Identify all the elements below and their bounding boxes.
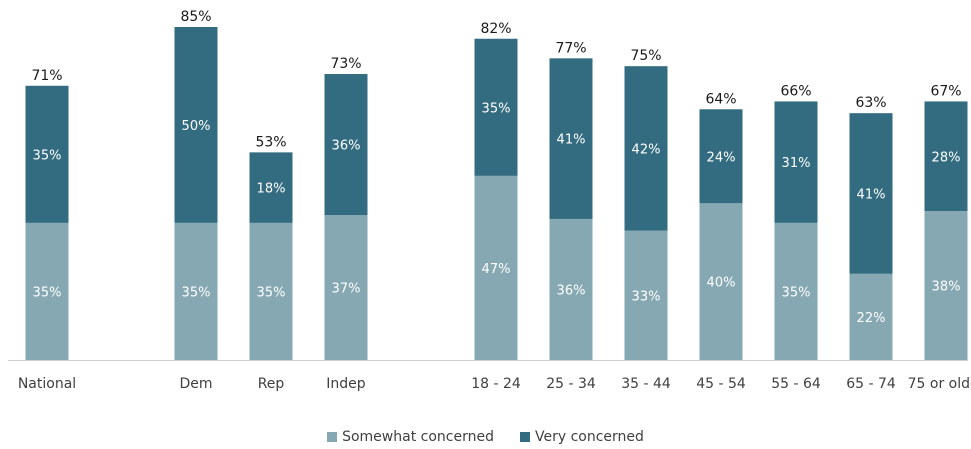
category-label: National bbox=[18, 376, 76, 392]
legend-swatch-very bbox=[519, 432, 530, 442]
bar-very bbox=[174, 27, 218, 223]
category-label: 75 or older bbox=[908, 376, 971, 392]
bar-somewhat bbox=[174, 222, 218, 360]
data-label-somewhat: 35% bbox=[782, 285, 811, 300]
total-label: 73% bbox=[330, 56, 361, 72]
bar-very bbox=[699, 109, 743, 204]
bar-somewhat bbox=[774, 222, 818, 360]
total-label: 77% bbox=[555, 40, 586, 56]
data-label-somewhat: 35% bbox=[33, 285, 62, 300]
category-label: 25 - 34 bbox=[546, 376, 596, 392]
bar-very bbox=[774, 101, 818, 223]
data-label-very: 35% bbox=[482, 101, 511, 116]
category-label: 18 - 24 bbox=[471, 376, 521, 392]
data-label-very: 28% bbox=[932, 150, 961, 165]
bar-somewhat bbox=[474, 175, 518, 360]
total-label: 85% bbox=[180, 9, 211, 25]
legend: Somewhat concerned Very concerned bbox=[0, 426, 971, 448]
category-label: Rep bbox=[258, 376, 285, 392]
data-label-somewhat: 47% bbox=[482, 262, 511, 277]
data-label-somewhat: 40% bbox=[707, 276, 736, 291]
category-label: 65 - 74 bbox=[846, 376, 896, 392]
data-label-very: 18% bbox=[257, 182, 286, 197]
bar-somewhat bbox=[549, 218, 593, 360]
total-label: 75% bbox=[630, 48, 661, 64]
data-label-somewhat: 36% bbox=[557, 283, 586, 298]
category-label: 45 - 54 bbox=[696, 376, 746, 392]
data-label-very: 31% bbox=[782, 156, 811, 171]
bar-very bbox=[549, 58, 593, 219]
total-label: 82% bbox=[480, 21, 511, 37]
legend-swatch-somewhat bbox=[327, 432, 338, 442]
bar-very bbox=[924, 101, 968, 212]
data-label-somewhat: 35% bbox=[182, 285, 211, 300]
bar-very bbox=[249, 152, 293, 223]
data-label-somewhat: 38% bbox=[932, 280, 961, 295]
bar-somewhat bbox=[624, 230, 668, 360]
bar-somewhat bbox=[924, 211, 968, 360]
bar-somewhat bbox=[25, 222, 69, 360]
category-label: 55 - 64 bbox=[771, 376, 821, 392]
data-label-very: 24% bbox=[707, 150, 736, 165]
bar-very bbox=[474, 38, 518, 176]
data-label-somewhat: 33% bbox=[632, 289, 661, 304]
bar-very bbox=[324, 74, 368, 216]
bar-somewhat bbox=[699, 203, 743, 360]
data-label-very: 41% bbox=[557, 133, 586, 148]
data-label-somewhat: 35% bbox=[257, 285, 286, 300]
bar-very bbox=[624, 66, 668, 231]
data-label-very: 42% bbox=[632, 142, 661, 157]
legend-label-very: Very concerned bbox=[534, 429, 644, 445]
data-label-very: 36% bbox=[332, 139, 361, 154]
data-label-very: 35% bbox=[33, 148, 62, 163]
data-label-very: 41% bbox=[857, 188, 886, 203]
total-label: 63% bbox=[855, 95, 886, 111]
total-label: 71% bbox=[31, 68, 62, 84]
data-label-somewhat: 22% bbox=[857, 311, 886, 326]
total-label: 64% bbox=[705, 91, 736, 107]
bar-somewhat bbox=[849, 273, 893, 360]
bar-somewhat bbox=[249, 222, 293, 360]
bar-very bbox=[849, 113, 893, 274]
total-label: 67% bbox=[930, 83, 961, 99]
legend-item-very: Very concerned bbox=[519, 429, 644, 445]
legend-label-somewhat: Somewhat concerned bbox=[342, 429, 494, 445]
data-label-somewhat: 37% bbox=[332, 282, 361, 297]
stacked-bar-chart: 35% 35% 71% National 35% 50% 85% Dem 35% 18% 53% Re… bbox=[8, 9, 971, 392]
bar-very bbox=[25, 85, 69, 223]
category-label: 35 - 44 bbox=[621, 376, 671, 392]
legend-item-somewhat: Somewhat concerned bbox=[327, 429, 494, 445]
bar-somewhat bbox=[324, 215, 368, 360]
data-label-very: 50% bbox=[182, 119, 211, 134]
category-label: Indep bbox=[326, 376, 366, 392]
total-label: 66% bbox=[780, 83, 811, 99]
category-label: Dem bbox=[179, 376, 212, 392]
total-label: 53% bbox=[255, 134, 286, 150]
